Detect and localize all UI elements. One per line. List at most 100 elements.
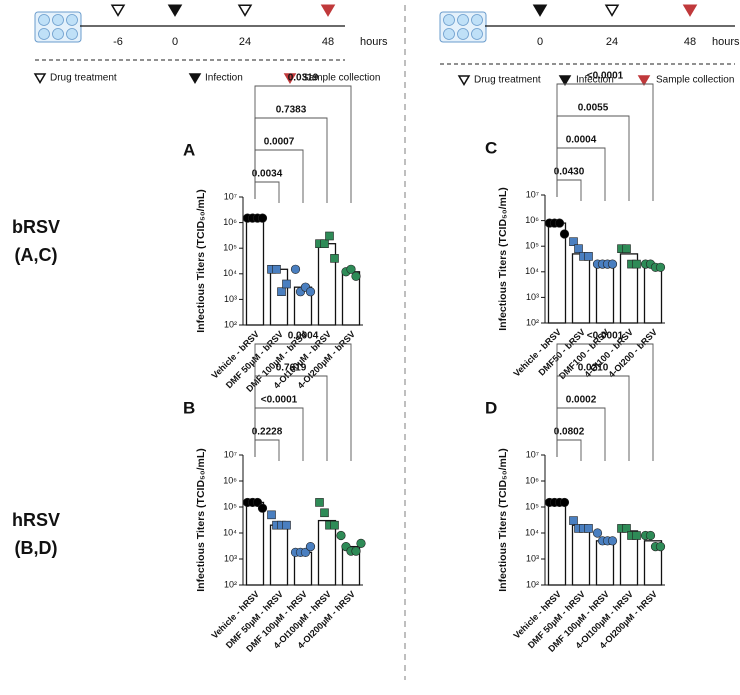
plate-well [471, 14, 483, 26]
bar [269, 524, 289, 586]
p-value: 0.0004 [288, 331, 319, 342]
plate-well [52, 28, 64, 40]
data-point [252, 497, 263, 508]
data-point [645, 530, 656, 541]
timeline-tick-label: -6 [113, 36, 123, 48]
y-tick-label: 10⁴ [223, 527, 237, 537]
p-value: 0.7383 [276, 105, 307, 116]
data-point [584, 524, 593, 533]
timepoint-marker [110, 4, 126, 17]
data-point [315, 498, 324, 507]
data-point [272, 264, 281, 274]
data-point [336, 530, 346, 541]
significance-bracket [254, 439, 280, 461]
timepoint-marker [320, 4, 336, 17]
data-point [655, 262, 666, 272]
p-value: 0.0034 [252, 169, 283, 180]
data-point [330, 254, 339, 263]
plate-well [471, 28, 483, 40]
significance-bracket [556, 439, 582, 461]
timepoint-marker [558, 75, 572, 86]
p-value: <0.0001 [587, 331, 624, 342]
data-point [655, 541, 666, 552]
data-point [607, 259, 618, 269]
bar [595, 263, 615, 324]
data-point [320, 239, 329, 248]
y-axis-label: Infectious Titers (TCID₅₀/mL) [195, 189, 207, 333]
y-tick-label: 10⁵ [223, 501, 237, 511]
bar [317, 519, 337, 586]
data-point [282, 520, 291, 530]
timeline-tick-label: 48 [322, 36, 334, 48]
y-tick-label: 10⁴ [525, 266, 539, 276]
p-value: 0.0055 [578, 103, 609, 114]
p-value: 0.0004 [566, 135, 597, 146]
data-point [290, 264, 301, 274]
data-point [622, 524, 631, 533]
panel-letter: B [183, 398, 195, 417]
y-tick-label: 10² [526, 317, 539, 327]
plate-well [443, 28, 455, 40]
y-tick-label: 10⁷ [526, 449, 539, 459]
timepoint-marker [604, 4, 620, 17]
data-point [592, 528, 603, 538]
data-point [325, 231, 334, 241]
y-tick-label: 10⁶ [223, 475, 237, 485]
significance-bracket [254, 181, 280, 203]
data-point [622, 244, 631, 253]
bar [571, 253, 591, 324]
data-point [257, 503, 268, 513]
significance-bracket [556, 179, 582, 201]
timepoint-marker [532, 4, 548, 17]
panel-letter: C [485, 138, 497, 157]
plate-well [38, 14, 50, 26]
bar [619, 253, 639, 324]
p-value: 0.0002 [566, 395, 597, 406]
timepoint-marker [33, 73, 47, 84]
y-tick-label: 10⁶ [223, 217, 237, 227]
significance-bracket [556, 115, 630, 201]
p-value: 0.0430 [554, 167, 585, 178]
legend-label: Drug treatment [474, 75, 541, 86]
y-tick-label: 10² [224, 319, 237, 329]
data-point [305, 287, 316, 297]
y-tick-label: 10⁷ [526, 189, 539, 199]
timeline-unit: hours [712, 36, 740, 48]
data-point [282, 279, 291, 289]
data-point [559, 229, 570, 239]
p-value: <0.0001 [587, 71, 624, 82]
p-value: <0.0001 [261, 395, 298, 406]
p-value: 0.0802 [554, 427, 585, 438]
y-axis-label: Infectious Titers (TCID₅₀/mL) [497, 187, 509, 331]
y-tick-label: 10⁵ [525, 501, 539, 511]
p-value: 0.2228 [252, 427, 283, 438]
panel-letter: D [485, 398, 497, 417]
timepoint-marker [457, 75, 471, 86]
row-label: (A,C) [15, 245, 58, 265]
legend-label: Sample collection [302, 73, 380, 84]
row-label: hRSV [12, 510, 60, 530]
y-tick-label: 10⁶ [525, 215, 539, 225]
timepoint-marker [637, 75, 651, 86]
panel-letter: A [183, 140, 195, 159]
data-point [356, 538, 366, 548]
y-tick-label: 10³ [224, 553, 237, 563]
timeline-tick-label: 0 [537, 36, 543, 48]
y-tick-label: 10⁴ [223, 268, 237, 278]
y-axis-label: Infectious Titers (TCID₅₀/mL) [195, 448, 207, 592]
y-tick-label: 10⁶ [525, 475, 539, 485]
significance-bracket [254, 117, 328, 203]
data-point [305, 541, 316, 552]
y-tick-label: 10⁵ [525, 241, 539, 251]
timeline-unit: hours [360, 36, 388, 48]
significance-bracket [254, 375, 328, 461]
y-axis-label: Infectious Titers (TCID₅₀/mL) [497, 448, 509, 592]
data-point [346, 264, 356, 274]
plate-well [443, 14, 455, 26]
y-tick-label: 10² [526, 579, 539, 589]
timepoint-marker [237, 4, 253, 17]
timeline-tick-label: 0 [172, 36, 178, 48]
significance-bracket [254, 343, 352, 461]
data-point [559, 497, 570, 508]
